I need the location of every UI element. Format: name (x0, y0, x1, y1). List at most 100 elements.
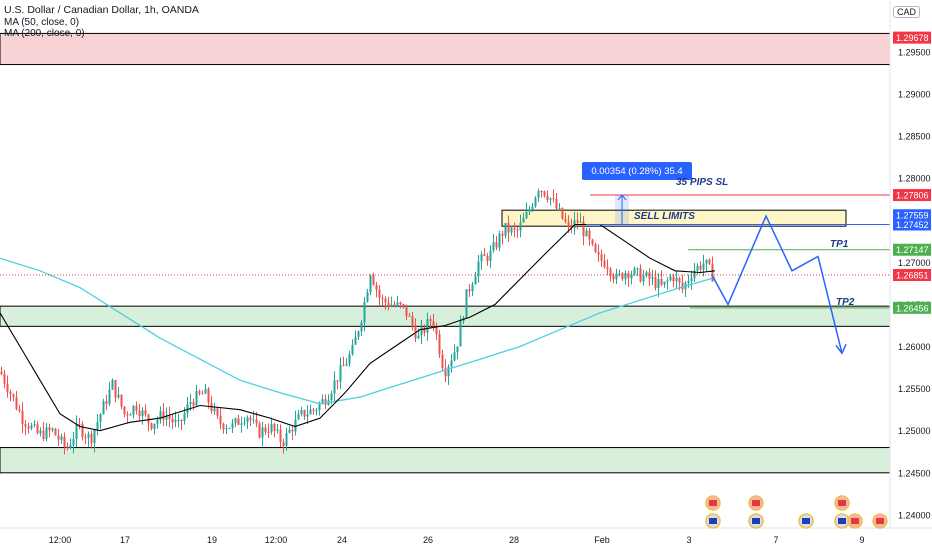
candle-body (87, 433, 90, 438)
event-marker-usd-inner (802, 518, 810, 524)
candle-body (51, 428, 54, 431)
candle-body (228, 427, 231, 429)
ma50-legend: MA (50, close, 0) (4, 16, 80, 28)
time-tick-label: 12:00 (265, 535, 288, 545)
candle-body (282, 442, 285, 446)
candle-body (273, 423, 276, 431)
event-marker-cad-inner (709, 500, 717, 506)
candle-body (579, 221, 582, 223)
candle-body (48, 427, 51, 431)
price-tag-label: 1.27559 (896, 211, 929, 221)
candle-body (651, 277, 654, 279)
candle-body (132, 405, 135, 415)
zone-support-3 (0, 447, 891, 474)
candle-body (615, 273, 618, 280)
candle-body (699, 265, 702, 270)
price-tick-label: 1.27000 (898, 258, 931, 268)
candle-body (348, 354, 351, 364)
candle-body (516, 229, 519, 231)
candle-body (510, 227, 513, 233)
candle-body (261, 427, 264, 438)
price-tag-bg (893, 243, 931, 256)
candle-body (204, 388, 207, 394)
zone-resistance-0 (0, 32, 891, 66)
time-tick-label: 24 (337, 535, 347, 545)
candle-body (711, 263, 714, 282)
candle-body (174, 419, 177, 423)
candle-body (222, 424, 225, 430)
candle-body (621, 273, 624, 280)
symbol-title: U.S. Dollar / Canadian Dollar, 1h, OANDA (4, 4, 199, 16)
currency-badge[interactable]: CAD (892, 6, 920, 18)
candle-body (387, 302, 390, 307)
projection-arrowhead (835, 343, 847, 355)
time-tick-label: 17 (120, 535, 130, 545)
candle-body (186, 404, 189, 414)
price-tick-label: 1.29500 (898, 47, 931, 57)
candle-body (654, 277, 657, 289)
projection-path (711, 214, 843, 354)
ma200-legend: MA (200, close, 0) (4, 28, 85, 39)
event-marker-usd-inner (752, 518, 760, 524)
candle-body (294, 419, 297, 432)
candle-body (219, 415, 222, 425)
price-tick-label: 1.29000 (898, 90, 931, 100)
time-tick-label: 28 (509, 535, 519, 545)
candle-body (321, 399, 324, 404)
candle-body (390, 304, 393, 307)
candle-body (417, 335, 420, 339)
ma200-line (0, 257, 716, 405)
candle-body (360, 322, 363, 332)
price-tag-label: 1.26851 (896, 271, 929, 281)
candle-body (612, 275, 615, 280)
price-tag-label: 1.26456 (896, 303, 929, 313)
candle-body (591, 239, 594, 245)
event-marker-usd-inner (709, 518, 717, 524)
candle-body (432, 321, 435, 327)
candle-body (66, 446, 69, 449)
candle-body (483, 254, 486, 256)
price-tag-bg (893, 301, 931, 314)
candle-body (249, 417, 252, 421)
candle-body (561, 208, 564, 219)
candle-body (0, 371, 3, 375)
candle-body (207, 388, 210, 403)
candle-body (198, 391, 201, 394)
candle-body (528, 209, 531, 212)
candle-body (687, 280, 690, 283)
candle-body (399, 302, 402, 305)
candle-body (669, 276, 672, 281)
candle-body (237, 418, 240, 425)
candle-body (162, 411, 165, 420)
candle-body (324, 399, 327, 405)
candle-body (393, 304, 396, 306)
price-tag-label: 1.27452 (896, 220, 929, 230)
candle-body (465, 289, 468, 318)
candle-body (534, 197, 537, 207)
candle-body (525, 211, 528, 219)
candle-body (513, 227, 516, 230)
candle-body (279, 429, 282, 443)
measure-label: 0.00354 (0.28%) 35.4 (591, 166, 682, 177)
candle-body (546, 196, 549, 200)
candle-body (585, 230, 588, 237)
event-marker-cad-inner (752, 500, 760, 506)
ma50-line (0, 223, 716, 432)
candle-body (165, 415, 168, 420)
candle-body (258, 423, 261, 438)
candle-body (705, 259, 708, 264)
candle-body (666, 280, 669, 282)
candle-body (240, 423, 243, 425)
candle-body (123, 406, 126, 415)
candle-body (318, 403, 321, 411)
candle-body (633, 268, 636, 275)
candle-body (111, 379, 114, 390)
measure-label-bg (582, 162, 692, 180)
candle-body (6, 383, 9, 393)
candle-body (363, 301, 366, 323)
candle-body (459, 321, 462, 347)
candle-body (570, 224, 573, 229)
candle-body (243, 422, 246, 424)
candle-body (291, 429, 294, 432)
